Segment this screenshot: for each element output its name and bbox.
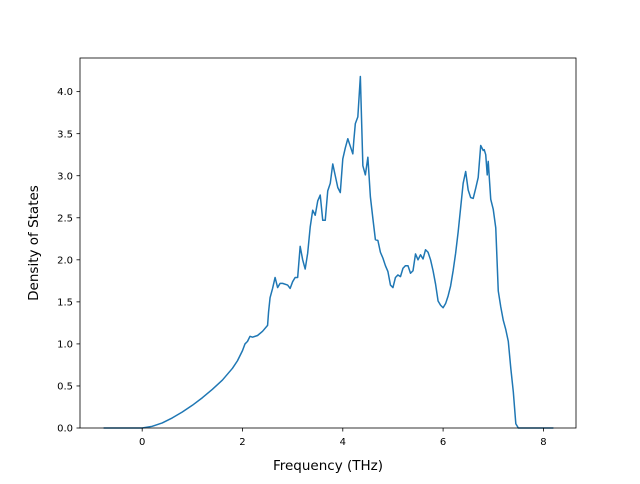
x-tick-label: 6 [440,437,446,448]
y-tick-label: 0.5 [57,382,73,393]
x-tick-label: 8 [540,437,546,448]
plot-area [103,75,554,429]
y-axis-label: Density of States [26,185,42,301]
y-tick-label: 2.5 [57,213,73,224]
y-tick-label: 3.5 [57,129,73,140]
x-tick-label: 2 [239,437,245,448]
dos-series-line [103,75,554,429]
y-tick-label: 1.0 [57,340,73,351]
axes-frame [79,57,577,429]
y-tick-label: 4.0 [57,87,73,98]
y-tick-label: 2.0 [57,255,73,266]
x-tick-label: 4 [340,437,346,448]
y-tick-label: 3.0 [57,171,73,182]
y-axis-ticks: 0.0 0.5 1.0 1.5 2.0 2.5 3.0 3.5 4.0 [57,87,80,435]
y-tick-label: 1.5 [57,297,73,308]
y-tick-label: 0.0 [57,424,73,435]
x-axis-ticks: 0 2 4 6 8 [139,428,547,448]
x-axis-label: Frequency (THz) [273,458,383,474]
x-tick-label: 0 [139,437,145,448]
